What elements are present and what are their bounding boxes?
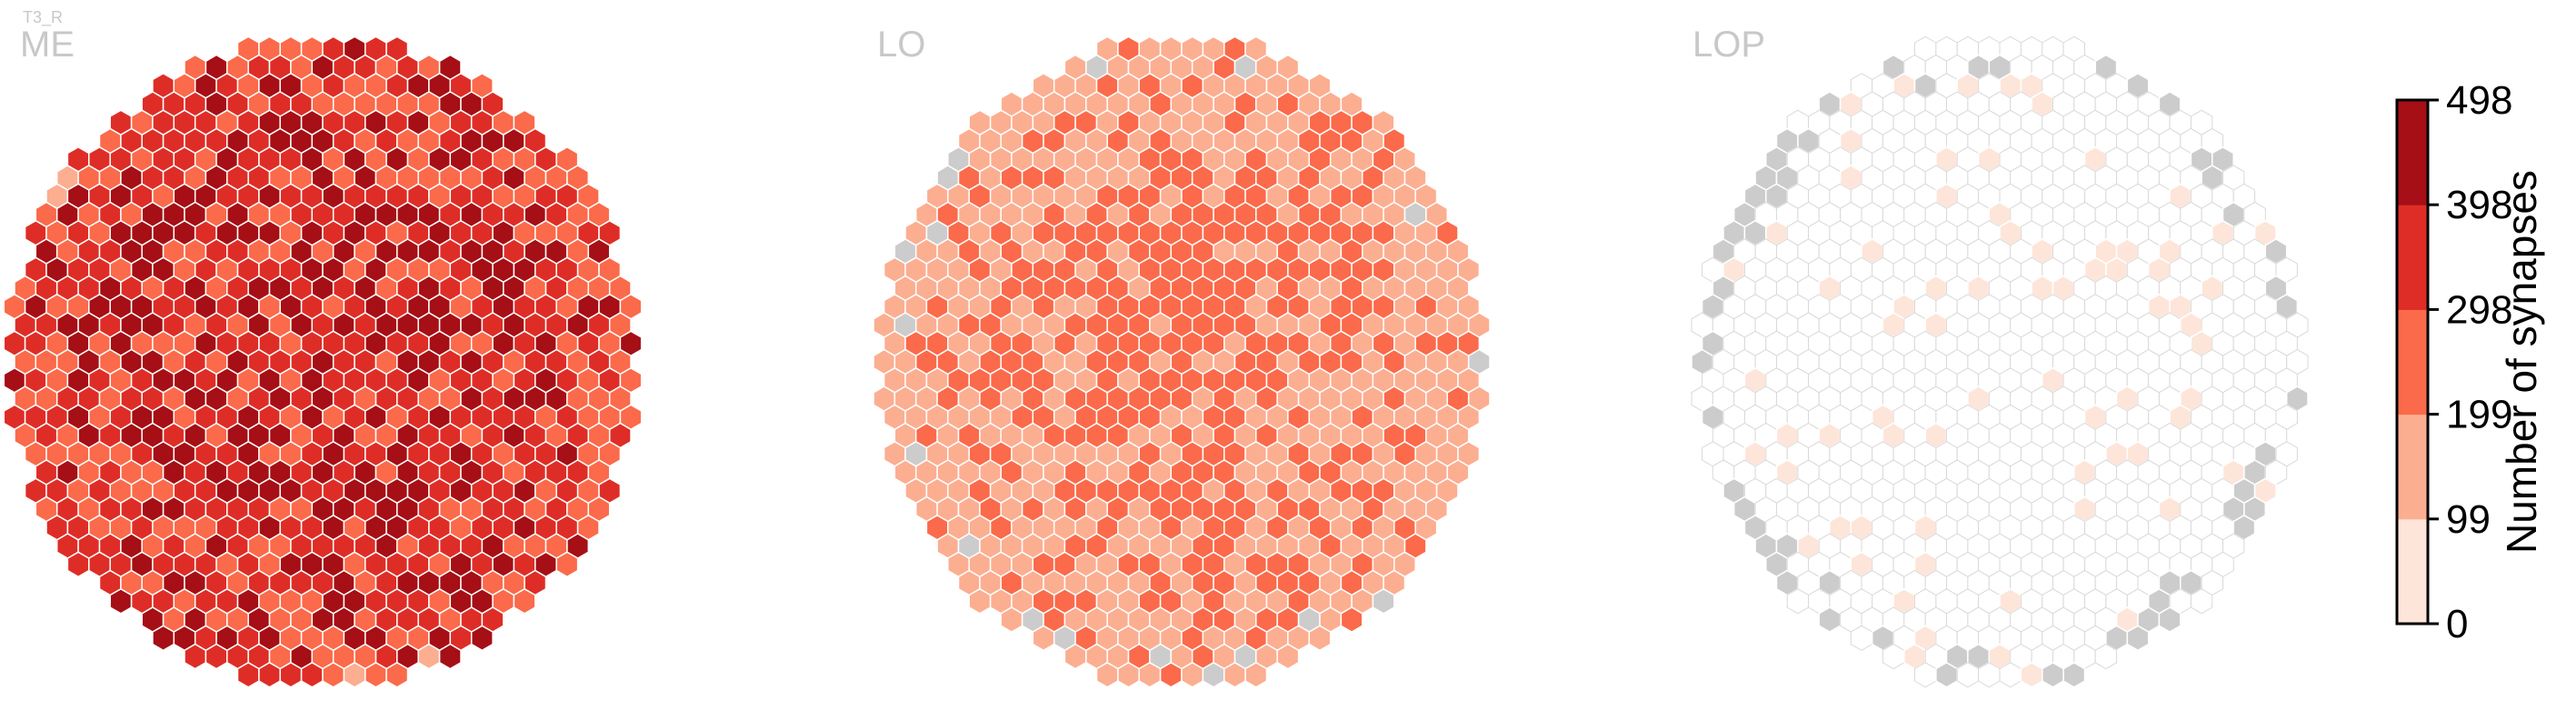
colorbar-bin bbox=[2397, 100, 2428, 205]
hex-cell bbox=[1117, 661, 1140, 688]
hex-cell bbox=[2190, 588, 2213, 615]
hex-cell bbox=[417, 643, 441, 670]
colorbar-label: Number of synapses bbox=[2498, 170, 2545, 554]
hex-cell bbox=[1032, 625, 1055, 652]
colorbar: 0 99 199 298 398 498 bbox=[2395, 78, 2512, 646]
hex-cell bbox=[1308, 625, 1332, 652]
hex-cell bbox=[513, 587, 536, 615]
hex-cell bbox=[1340, 606, 1363, 633]
colorbar-frame bbox=[2395, 98, 2430, 626]
panel-title-lop: LOP bbox=[1692, 25, 1765, 65]
hex-cell bbox=[152, 625, 175, 652]
hex-cell bbox=[1181, 661, 1204, 688]
colorbar-tick-label: 0 bbox=[2446, 602, 2468, 646]
hex-cell bbox=[279, 661, 303, 688]
colorbar-tick-label: 199 bbox=[2446, 393, 2512, 437]
hex-cell bbox=[2062, 661, 2086, 688]
hex-cell bbox=[438, 643, 462, 670]
hex-cell bbox=[364, 661, 387, 688]
hex-cell bbox=[258, 661, 281, 688]
colorbar-tick-label: 298 bbox=[2446, 287, 2512, 332]
hex-cell bbox=[385, 661, 409, 688]
hex-cell bbox=[1138, 661, 1162, 688]
hex-cell bbox=[184, 643, 207, 670]
hex-cell bbox=[236, 661, 260, 688]
hex-cell bbox=[1202, 661, 1225, 688]
hex-cell bbox=[968, 587, 992, 615]
colorbar-tick-label: 398 bbox=[2446, 183, 2512, 227]
hex-cell bbox=[2126, 625, 2150, 652]
hex-cell bbox=[109, 587, 133, 615]
hex-cell bbox=[1372, 587, 1395, 615]
hex-panel-lop bbox=[1691, 35, 2309, 688]
hex-cell bbox=[1818, 606, 1842, 633]
hex-cell bbox=[66, 551, 90, 578]
hex-cell bbox=[2094, 643, 2118, 670]
cell-type-label: T3_R bbox=[23, 8, 63, 27]
hex-cell bbox=[343, 661, 366, 688]
hex-cell bbox=[2020, 661, 2043, 688]
hex-cell bbox=[1000, 606, 1023, 633]
hex-cell bbox=[1223, 661, 1246, 688]
hex-cell bbox=[2042, 661, 2064, 688]
hex-panel-lo bbox=[873, 35, 1491, 688]
hex-cell bbox=[1276, 643, 1300, 670]
hex-cell bbox=[322, 661, 345, 688]
hex-cell bbox=[1159, 661, 1183, 688]
colorbar-tick-label: 99 bbox=[2446, 497, 2491, 542]
hex-cell bbox=[2158, 606, 2182, 633]
panel-title-me: ME bbox=[20, 25, 75, 65]
hex-cell bbox=[555, 551, 579, 578]
colorbar-bin bbox=[2397, 518, 2428, 625]
colorbar-tick-label: 498 bbox=[2446, 78, 2512, 123]
hex-panel-me bbox=[3, 35, 643, 688]
hex-cell bbox=[1095, 661, 1119, 688]
hex-cell bbox=[1063, 643, 1087, 670]
colorbar-bin bbox=[2397, 414, 2428, 520]
hex-cell bbox=[300, 661, 324, 688]
hex-cell bbox=[470, 625, 494, 652]
colorbar-bin bbox=[2397, 205, 2428, 310]
hex-cell bbox=[205, 643, 228, 670]
panel-title-lo: LO bbox=[877, 25, 925, 65]
hex-cell bbox=[1244, 661, 1268, 688]
hex-cell bbox=[1935, 661, 1958, 688]
colorbar-bin bbox=[2397, 309, 2428, 416]
